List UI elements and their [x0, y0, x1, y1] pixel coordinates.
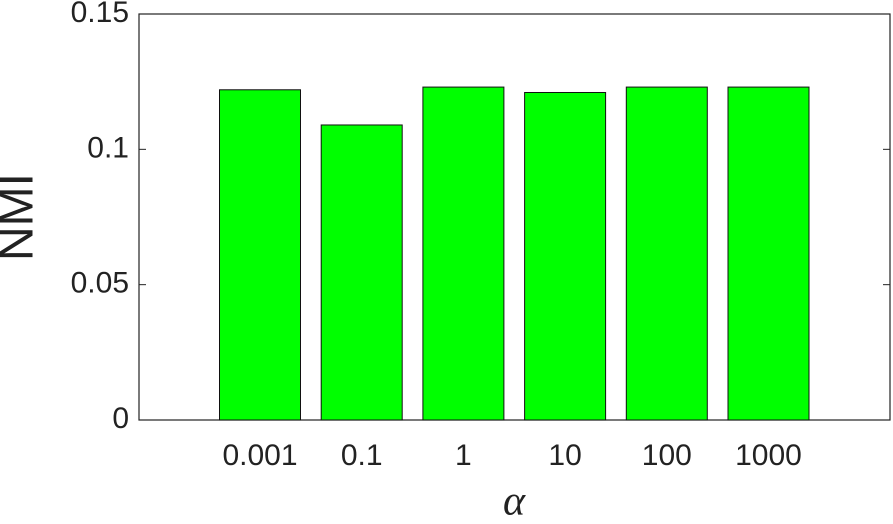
x-tick-label: 1000 — [735, 439, 802, 472]
bar — [422, 86, 505, 421]
x-tick-label: 0.1 — [341, 439, 383, 472]
x-tick-label: 10 — [548, 439, 581, 472]
bar — [625, 86, 708, 421]
bar — [727, 86, 810, 421]
bar — [219, 89, 301, 421]
x-tick-label: 1 — [455, 439, 472, 472]
plot-frame — [138, 13, 891, 421]
bar — [320, 124, 403, 421]
bar — [524, 91, 607, 421]
y-tick-label: 0.1 — [87, 131, 129, 164]
y-axis-label: NMI — [0, 173, 44, 261]
x-tick-label: 0.001 — [222, 439, 297, 472]
x-tick-label: 100 — [642, 439, 692, 472]
y-tick-label: 0.15 — [71, 0, 129, 29]
y-tick-label: 0.05 — [71, 267, 129, 300]
x-axis-label: α — [503, 479, 526, 524]
y-tick-label: 0 — [112, 402, 129, 435]
